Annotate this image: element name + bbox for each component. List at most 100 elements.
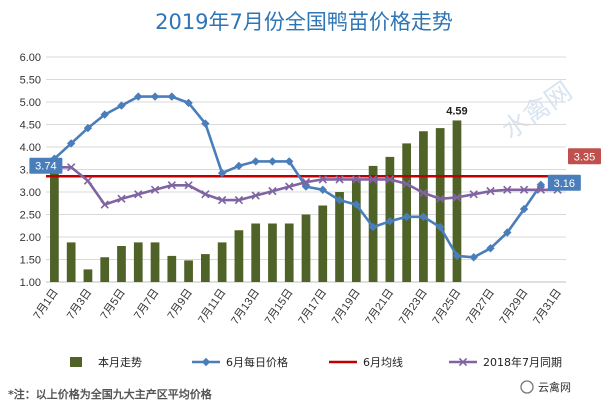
y-tick-label: 6.00 [20,52,41,64]
data-point [100,110,109,119]
bar [150,242,160,282]
data-point [419,212,428,221]
x-tick-label: 7月21日 [363,287,396,327]
x-tick-label: 7月13日 [229,287,262,327]
x-tick-label: 7月17日 [296,287,329,327]
data-point [167,92,177,101]
data-point [352,200,361,209]
data-point [368,175,378,184]
y-tick-label: 5.50 [20,75,41,87]
bar [284,223,294,282]
bar [318,205,328,282]
data-label: 3.74 [35,161,56,173]
x-tick-label: 7月23日 [397,287,430,327]
data-point [66,139,76,148]
data-point [519,185,529,194]
y-tick-label: 1.50 [20,255,41,267]
data-point [117,194,126,203]
data-point [452,251,462,261]
data-point [134,190,143,199]
data-point [268,186,277,196]
bar [167,255,177,282]
data-point [201,119,210,128]
data-point [419,188,428,198]
data-point [217,168,227,178]
bar [251,223,261,282]
data-point [66,163,76,172]
legend-label: 本月走势 [98,355,142,369]
data-point [436,194,445,203]
data-label: 3.16 [554,178,575,190]
y-tick-label: 3.00 [20,187,41,199]
legend-marker [201,357,211,367]
line-series [50,92,562,262]
data-point [335,175,344,184]
data-point [435,222,445,232]
data-point [117,101,126,110]
data-point [486,244,495,253]
data-label: 3.35 [574,151,595,163]
data-point [234,195,244,205]
bar [234,230,244,282]
x-tick-label: 7月9日 [166,287,195,322]
bar [435,128,445,282]
data-label-box [568,148,601,165]
x-tick-label: 7月3日 [65,287,94,322]
bar [117,246,126,282]
data-point [201,190,210,199]
data-point [368,222,378,232]
data-point [503,185,512,194]
corner-watermark-text: 云禽网 [538,380,571,394]
legend-swatch [70,357,82,367]
y-tick-label: 4.50 [20,120,41,132]
data-point [285,157,294,166]
bar [184,260,193,282]
x-tick-label: 7月27日 [464,287,497,327]
data-point [452,193,462,202]
data-point [519,204,529,214]
data-point [100,200,109,209]
data-point [234,161,244,171]
bar [452,120,462,282]
bar [351,178,361,282]
bar [83,269,93,282]
wechat-icon [520,380,534,394]
data-point [318,185,327,194]
data-point [134,92,143,101]
data-label-box [29,157,63,174]
y-tick-label: 2.00 [20,232,41,244]
y-tick-label: 1.00 [20,277,41,289]
x-tick-label: 7月19日 [330,287,363,327]
data-point [486,186,495,196]
bar [217,242,227,282]
watermark-center: 水禽网 [497,76,578,145]
bar [100,257,110,282]
legend-label: 6月每日价格 [226,355,288,369]
data-point [301,177,311,187]
x-tick-label: 7月25日 [430,287,463,327]
bar [301,214,311,282]
bar [50,158,59,282]
bar [200,254,210,282]
data-point [536,185,546,194]
data-point [150,185,160,194]
data-point [352,175,361,184]
y-tick-label: 2.50 [20,210,41,222]
data-point [83,176,93,185]
grid [46,56,566,283]
bar [66,242,76,282]
x-tick-label: 7月5日 [98,287,127,322]
data-labels: 4.59 3.74 3.16 3.35 [29,105,601,191]
data-point [318,175,327,184]
footnote: *注：以上价格为全国九大主产区平均价格 [8,387,213,401]
data-point [150,92,160,101]
data-label-box [547,174,581,191]
data-label: 4.59 [446,105,467,117]
data-point [184,98,193,108]
x-tick-label: 7月11日 [196,287,229,326]
data-point [268,157,277,166]
y-tick-label: 5.00 [20,97,41,109]
bar [419,131,428,282]
data-point [402,212,411,221]
